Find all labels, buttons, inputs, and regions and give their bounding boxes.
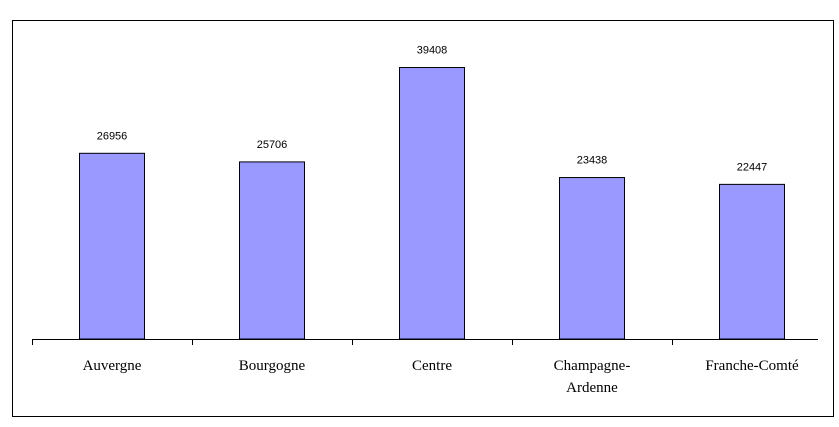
data-label: 25706 (257, 139, 288, 151)
bar (719, 183, 785, 340)
bar (399, 67, 465, 340)
data-label: 39408 (417, 45, 448, 57)
x-tick-label: Auvergne (82, 358, 142, 374)
data-label: 23438 (577, 155, 608, 167)
data-label: 22447 (737, 161, 768, 173)
x-tick-label: Franche-Comté (705, 358, 799, 374)
x-tick-label: Bourgogne (238, 358, 306, 374)
data-label: 26956 (97, 130, 128, 142)
x-tick-label: Centre (412, 358, 452, 374)
x-tick-label: Champagne-Ardenne (553, 358, 631, 396)
bar (559, 177, 625, 340)
bar (239, 161, 305, 340)
bar (79, 152, 145, 340)
